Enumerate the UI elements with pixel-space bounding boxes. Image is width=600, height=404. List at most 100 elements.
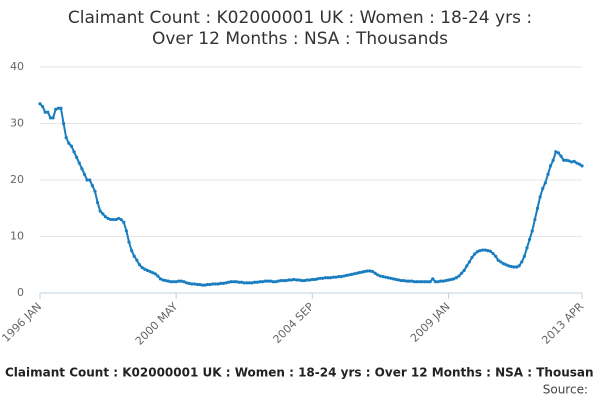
point <box>418 280 422 284</box>
point <box>250 281 254 285</box>
point <box>258 280 262 284</box>
point <box>185 281 189 285</box>
point <box>271 280 275 284</box>
point <box>187 281 191 285</box>
point <box>169 280 173 284</box>
point <box>556 151 561 155</box>
footer: Claimant Count : K02000001 UK : Women : … <box>5 366 594 380</box>
point <box>470 255 474 260</box>
point <box>488 249 492 253</box>
point <box>190 282 194 286</box>
point <box>116 216 121 221</box>
point <box>394 277 398 282</box>
chart-title: Over 12 Months : NSA : Thousands <box>152 29 448 49</box>
point <box>462 268 466 272</box>
point <box>420 280 424 284</box>
point <box>381 275 385 279</box>
point <box>428 280 432 284</box>
point <box>546 172 550 176</box>
point <box>444 278 448 283</box>
point <box>122 220 126 224</box>
point <box>88 178 92 182</box>
point <box>509 264 513 269</box>
point <box>127 240 131 244</box>
point <box>93 189 97 193</box>
point <box>452 277 456 281</box>
point <box>297 278 301 282</box>
point <box>59 106 63 110</box>
point <box>292 277 296 282</box>
point <box>399 278 403 283</box>
point <box>242 281 246 285</box>
point <box>247 281 252 285</box>
point <box>54 107 58 111</box>
y-tick-label: 20 <box>10 173 24 186</box>
point <box>522 254 526 258</box>
point <box>517 264 521 268</box>
point <box>164 278 168 283</box>
point <box>389 276 393 280</box>
point <box>499 260 503 264</box>
point <box>156 274 160 278</box>
point <box>266 279 270 283</box>
x-tick-label: 2000 MAY <box>133 300 181 348</box>
point <box>203 283 207 287</box>
point <box>538 195 542 199</box>
point <box>101 212 105 216</box>
point <box>211 282 215 286</box>
point <box>575 161 579 165</box>
point <box>378 274 382 278</box>
point <box>145 268 149 272</box>
point <box>397 278 401 282</box>
point <box>321 276 325 280</box>
point <box>441 279 445 283</box>
point <box>454 276 458 280</box>
point <box>287 278 291 282</box>
point <box>279 278 283 283</box>
point <box>342 274 346 278</box>
point <box>177 279 181 283</box>
point <box>281 278 286 283</box>
point <box>305 278 309 282</box>
point <box>200 283 204 287</box>
point <box>111 217 115 222</box>
point <box>347 273 351 277</box>
point <box>96 201 100 205</box>
point <box>198 282 202 287</box>
point <box>75 155 79 159</box>
point <box>216 282 220 286</box>
point <box>135 258 139 262</box>
point <box>161 278 165 282</box>
point <box>491 251 495 256</box>
point <box>501 262 506 266</box>
point <box>473 252 477 256</box>
point <box>263 279 267 283</box>
point <box>407 279 411 283</box>
point <box>308 278 312 282</box>
x-tick-label: 1996 JAN <box>0 300 44 345</box>
point <box>446 278 451 282</box>
point <box>313 277 317 282</box>
point <box>507 264 511 268</box>
x-tick-label: 2004 SEP <box>271 300 317 346</box>
point <box>567 159 571 163</box>
y-tick-label: 40 <box>10 60 24 73</box>
point <box>153 272 157 276</box>
point <box>124 229 129 233</box>
point <box>548 164 553 168</box>
point <box>368 269 372 273</box>
point <box>562 158 566 162</box>
point <box>569 160 574 164</box>
point <box>174 280 178 284</box>
point <box>376 273 380 277</box>
point <box>439 279 443 283</box>
point <box>69 144 74 148</box>
point <box>410 279 414 283</box>
point <box>449 277 453 282</box>
point <box>365 269 369 273</box>
point <box>72 150 76 154</box>
point <box>457 274 461 278</box>
point <box>245 281 249 285</box>
point <box>334 275 338 279</box>
